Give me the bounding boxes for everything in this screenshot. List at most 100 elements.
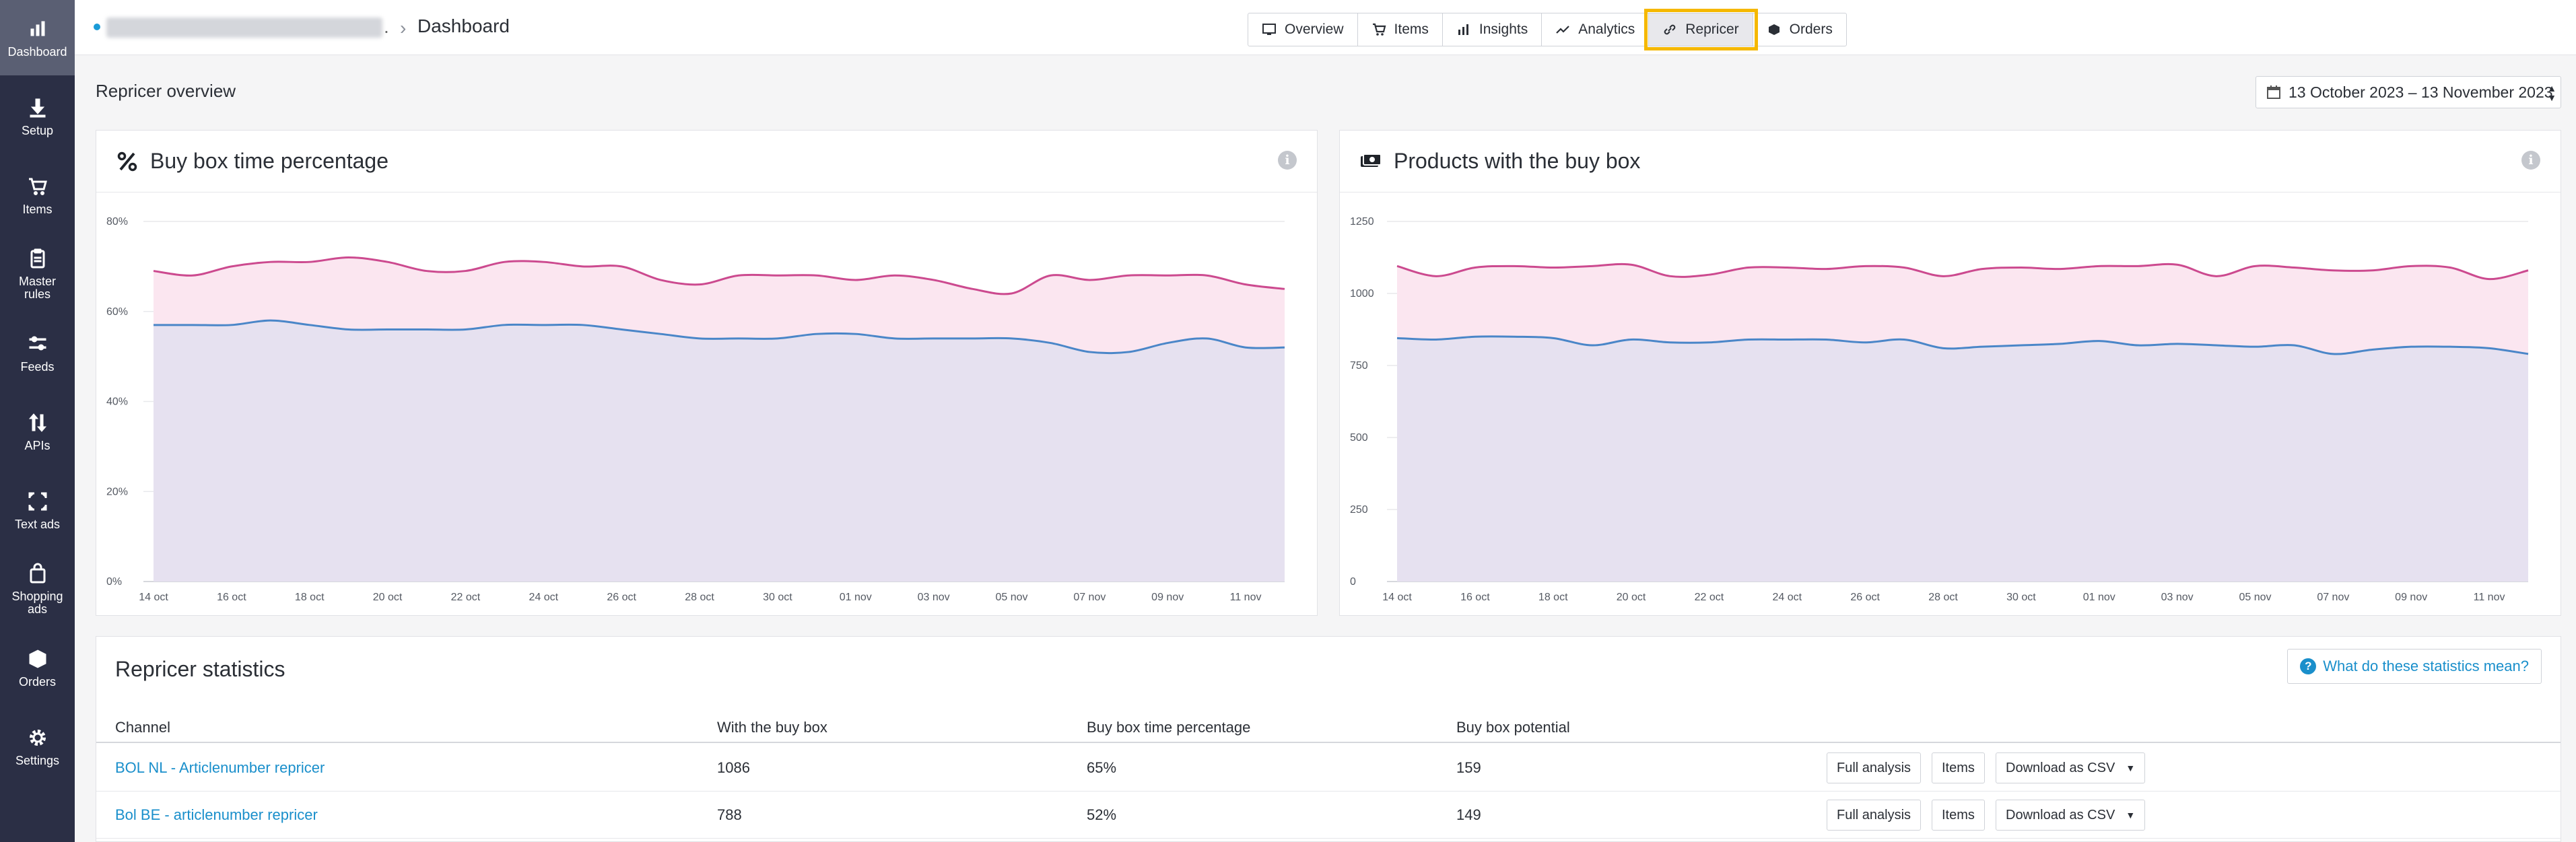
sidebar-item-label: Feeds — [20, 359, 55, 374]
channel-link[interactable]: Bol BE - articlenumber repricer — [115, 806, 318, 823]
sidebar-item-text-ads[interactable]: Text ads — [0, 472, 75, 548]
tab-label: Analytics — [1578, 22, 1635, 37]
caret-down-icon: ▼ — [2126, 810, 2136, 820]
cart-icon — [1372, 23, 1386, 36]
bar-chart-icon — [26, 17, 49, 40]
tab-bar: Overview Items Insights Analytics Repric… — [1248, 9, 1847, 50]
question-icon: ? — [2300, 658, 2317, 674]
money-icon — [1361, 153, 1382, 167]
x-tick-label: 16 oct — [1460, 592, 1490, 603]
sidebar-item-label: Settings — [15, 753, 60, 767]
column-header: With the buy box — [717, 719, 827, 736]
sidebar-item-master-rules[interactable]: Master rules — [0, 236, 75, 312]
box-icon — [26, 647, 49, 670]
x-tick-label: 30 oct — [2006, 592, 2036, 603]
x-tick-label: 18 oct — [295, 592, 325, 603]
full-analysis-button[interactable]: Full analysis — [1827, 752, 1922, 783]
x-tick-label: 05 nov — [2239, 592, 2271, 603]
sidebar-item-settings[interactable]: Settings — [0, 709, 75, 784]
sidebar-item-label: Setup — [21, 123, 54, 137]
caret-down-icon: ▼ — [2126, 763, 2136, 773]
x-tick-label: 26 oct — [607, 592, 636, 603]
blurred-account-name — [106, 17, 382, 38]
x-tick-label: 20 oct — [1617, 592, 1646, 603]
x-tick-label: 11 nov — [1230, 592, 1262, 603]
x-tick-label: 24 oct — [529, 592, 559, 603]
sidebar-item-apis[interactable]: APIs — [0, 394, 75, 469]
sidebar-item-feeds[interactable]: Feeds — [0, 315, 75, 390]
sidebar-item-label: Text ads — [14, 517, 61, 531]
time-percentage-value: 52% — [1087, 806, 1117, 823]
series-line-1 — [154, 319, 1285, 355]
tab-overview[interactable]: Overview — [1248, 13, 1358, 46]
tab-label: Insights — [1479, 22, 1528, 37]
clipboard-icon — [26, 247, 49, 270]
sort-arrows-icon: ▲ ▼ — [2547, 83, 2556, 103]
chart-title: Buy box time percentage — [150, 149, 388, 173]
channel-link[interactable]: BOL NL - Articlenumber repricer — [115, 759, 325, 776]
button-label: Full analysis — [1837, 760, 1911, 775]
series-area-1 — [154, 320, 1285, 582]
full-analysis-button[interactable]: Full analysis — [1827, 800, 1922, 831]
x-tick-label: 18 oct — [1538, 592, 1568, 603]
x-tick-label: 28 oct — [685, 592, 714, 603]
help-label: What do these statistics mean? — [2323, 658, 2529, 674]
y-tick-label: 80% — [106, 216, 128, 227]
series-area-1 — [1397, 336, 2528, 582]
x-tick-label: 03 nov — [918, 592, 950, 603]
table-row: Bol BE - articlenumber repricer 788 52% … — [96, 792, 2561, 839]
with-buy-box-value: 788 — [717, 806, 742, 823]
tab-repricer[interactable]: Repricer — [1644, 9, 1758, 50]
x-tick-label: 09 nov — [2395, 592, 2427, 603]
info-icon[interactable]: i — [1278, 151, 1297, 170]
x-tick-label: 20 oct — [373, 592, 403, 603]
column-header: Channel — [115, 719, 170, 736]
sidebar-item-label: Items — [22, 202, 53, 216]
y-tick-label: 40% — [106, 396, 128, 408]
download-csv-button[interactable]: Download as CSV ▼ — [1996, 800, 2146, 831]
screen-icon — [1262, 24, 1276, 35]
products-buy-box-chart: 0 250 500 750 1000 1250 14 oct 16 oct 18 oct 20 o… — [1350, 216, 2529, 603]
y-tick-label: 750 — [1350, 360, 1368, 372]
sidebar-item-label: Dashboard — [7, 44, 67, 59]
info-icon[interactable]: i — [2521, 151, 2540, 170]
x-tick-label: 14 oct — [139, 592, 168, 603]
date-range-picker[interactable]: 13 October 2023 – 13 November 2023 ▲ ▼ — [2256, 76, 2561, 108]
download-csv-button[interactable]: Download as CSV ▼ — [1996, 752, 2146, 783]
statistics-help-button[interactable]: ? What do these statistics mean? — [2287, 649, 2542, 684]
tab-analytics[interactable]: Analytics — [1542, 13, 1650, 46]
sidebar-item-setup[interactable]: Setup — [0, 79, 75, 154]
sidebar-item-shopping-ads[interactable]: Shopping ads — [0, 551, 75, 627]
tab-insights[interactable]: Insights — [1443, 13, 1543, 46]
card-header: Products with the buy box — [1340, 131, 2561, 192]
column-header: Buy box time percentage — [1087, 719, 1251, 736]
y-tick-label: 60% — [106, 306, 128, 318]
sidebar-item-orders[interactable]: Orders — [0, 630, 75, 705]
trend-icon — [1556, 26, 1570, 34]
tab-items[interactable]: Items — [1358, 13, 1443, 46]
tab-label: Orders — [1789, 22, 1833, 37]
x-tick-label: 30 oct — [763, 592, 792, 603]
expand-icon — [26, 490, 49, 513]
x-tick-label: 16 oct — [217, 592, 246, 603]
sidebar-item-dashboard[interactable]: Dashboard — [0, 0, 75, 75]
potential-value: 149 — [1456, 806, 1481, 823]
sidebar-item-items[interactable]: Items — [0, 157, 75, 233]
sidebar-item-label: Orders — [18, 674, 56, 689]
sidebar: Dashboard Setup Items Master rules Feeds… — [0, 0, 75, 842]
section-title: Repricer overview — [96, 81, 236, 101]
items-button[interactable]: Items — [1932, 752, 1985, 783]
x-tick-label: 11 nov — [2474, 592, 2505, 603]
x-tick-label: 07 nov — [1073, 592, 1106, 603]
y-tick-label: 1000 — [1350, 288, 1374, 300]
chart-card-products-buy-box: Products with the buy box i 0 250 500 750 10… — [1339, 130, 2561, 616]
tab-orders[interactable]: Orders — [1753, 13, 1846, 46]
chart-card-buy-box-time: Buy box time percentage i 0% 20% 40% 60% 80%… — [96, 130, 1318, 616]
potential-value: 159 — [1456, 759, 1481, 776]
y-tick-label: 0 — [1350, 576, 1356, 588]
series-line-0 — [1396, 262, 2529, 281]
items-button[interactable]: Items — [1932, 800, 1985, 831]
date-range-value: 13 October 2023 – 13 November 2023 — [2289, 83, 2553, 101]
x-tick-label: 22 oct — [451, 592, 481, 603]
x-tick-label: 24 oct — [1773, 592, 1802, 603]
